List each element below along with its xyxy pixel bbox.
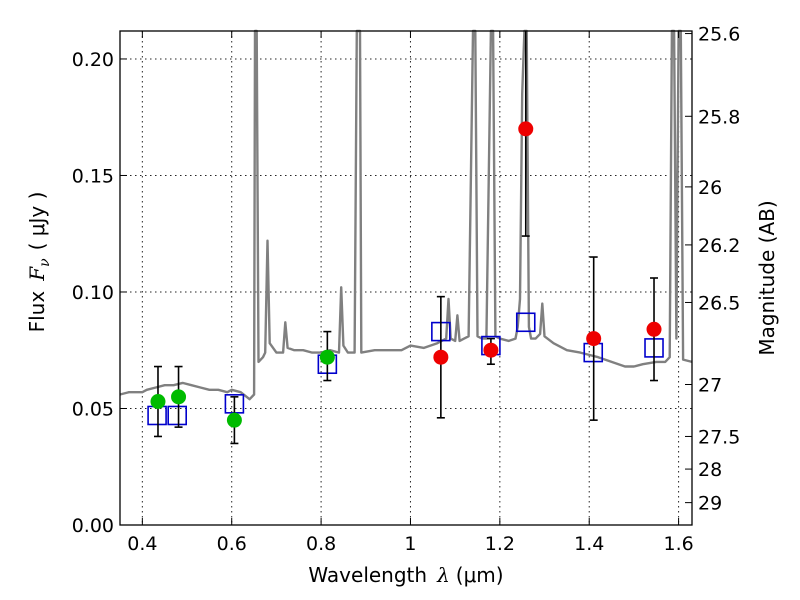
template-spectrum: [119, 29, 693, 401]
right-tick-label: 25.6: [698, 24, 740, 46]
photometry-point-green: [150, 394, 166, 409]
x-axis-ticks: 0.4 0.6 0.8 1 1.2 1.4 1.6: [127, 31, 694, 555]
x-tick-label: 0.6: [217, 533, 247, 555]
photometry-point-red: [586, 331, 602, 347]
error-bars: [153, 31, 659, 445]
x-tick-label: 0.8: [306, 533, 336, 555]
right-axis-title: Magnitude (AB): [755, 200, 779, 355]
x-tick-label: 1.2: [485, 533, 515, 555]
photometry-point-green: [226, 412, 242, 428]
right-tick-label: 27.5: [698, 426, 740, 448]
x-tick-label: 1.4: [574, 533, 604, 555]
x-axis-title-symbol: λ: [436, 563, 450, 587]
right-tick-label: 26: [698, 177, 722, 199]
model-box: [515, 312, 536, 333]
y-tick-label: 0.05: [72, 398, 114, 420]
model-photometry-boxes: [147, 312, 664, 426]
y-axis-title: Flux Fν ( μJy ): [25, 192, 53, 333]
photometry-point-red: [433, 349, 449, 365]
plot-frame: [119, 30, 693, 526]
y-axis-title-unit: ( μJy ): [25, 192, 49, 251]
right-tick-label: 27: [698, 374, 722, 396]
photometry-point-green: [171, 389, 187, 405]
right-tick-label: 25.8: [698, 106, 740, 128]
x-tick-label: 1.6: [663, 533, 693, 555]
y-tick-label: 0.10: [72, 282, 114, 304]
photometry-point-red: [483, 342, 499, 358]
y-tick-label: 0.20: [72, 49, 114, 71]
template-line: [119, 29, 693, 401]
right-tick-label: 26.2: [698, 235, 740, 257]
y-axis-title-symbol: F: [25, 266, 49, 282]
y-axis-ticks: 0.00 0.05 0.10 0.15 0.20: [72, 49, 127, 537]
right-tick-label: 26.5: [698, 292, 740, 314]
y-tick-label: 0.15: [72, 165, 114, 187]
right-tick-label: 29: [698, 493, 722, 515]
grid: [120, 31, 692, 526]
x-axis-title: Wavelength λ (μm): [308, 563, 503, 587]
y-tick-label: 0.00: [72, 515, 114, 537]
x-axis-title-unit: (μm): [456, 563, 504, 587]
photometry-point-green: [319, 349, 335, 365]
photometry-point-red: [646, 321, 662, 337]
x-tick-label: 0.4: [127, 533, 157, 555]
right-tick-label: 28: [698, 459, 722, 481]
x-axis-title-prefix: Wavelength: [308, 563, 427, 587]
observed-photometry-points: [150, 121, 662, 428]
model-box: [167, 405, 187, 426]
photometry-point-red: [518, 121, 534, 137]
y-axis-title-subscript: ν: [37, 258, 53, 267]
right-axis-ticks: 25.6 25.8 26 26.2 26.5 27 27.5 28 29: [685, 24, 740, 515]
x-tick-label: 1: [404, 533, 416, 555]
y-axis-title-prefix: Flux: [25, 291, 49, 333]
model-box: [147, 405, 167, 426]
